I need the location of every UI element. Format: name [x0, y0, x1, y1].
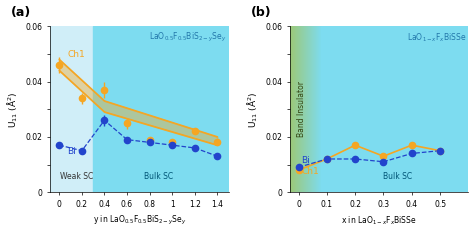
X-axis label: y in LaO$_{0.5}$F$_{0.5}$BiS$_{2-y}$Se$_y$: y in LaO$_{0.5}$F$_{0.5}$BiS$_{2-y}$Se$_… [92, 214, 186, 227]
X-axis label: x in LaO$_{1-x}$F$_x$BiSSe: x in LaO$_{1-x}$F$_x$BiSSe [341, 214, 417, 227]
Text: (a): (a) [11, 6, 31, 19]
Y-axis label: U$_{11}$ (Å$^2$): U$_{11}$ (Å$^2$) [246, 91, 260, 127]
Text: Band Insulator: Band Insulator [297, 81, 306, 137]
Bar [321, 26, 468, 192]
Text: Ch1: Ch1 [67, 51, 85, 59]
Text: (b): (b) [251, 6, 272, 19]
Y-axis label: U$_{11}$ (Å$^2$): U$_{11}$ (Å$^2$) [6, 91, 20, 127]
Text: LaO$_{1-x}$F$_x$BiSSe: LaO$_{1-x}$F$_x$BiSSe [407, 31, 467, 44]
Text: Bulk SC: Bulk SC [144, 172, 173, 181]
Bar [50, 26, 93, 192]
Text: Bi: Bi [67, 147, 76, 156]
Text: Bi: Bi [301, 155, 310, 164]
Text: Weak SC: Weak SC [60, 172, 93, 181]
Bar [93, 26, 228, 192]
Text: Ch1: Ch1 [301, 167, 319, 176]
Text: Bulk SC: Bulk SC [383, 172, 412, 181]
Text: LaO$_{0.5}$F$_{0.5}$BiS$_{2-y}$Se$_y$: LaO$_{0.5}$F$_{0.5}$BiS$_{2-y}$Se$_y$ [149, 31, 227, 45]
